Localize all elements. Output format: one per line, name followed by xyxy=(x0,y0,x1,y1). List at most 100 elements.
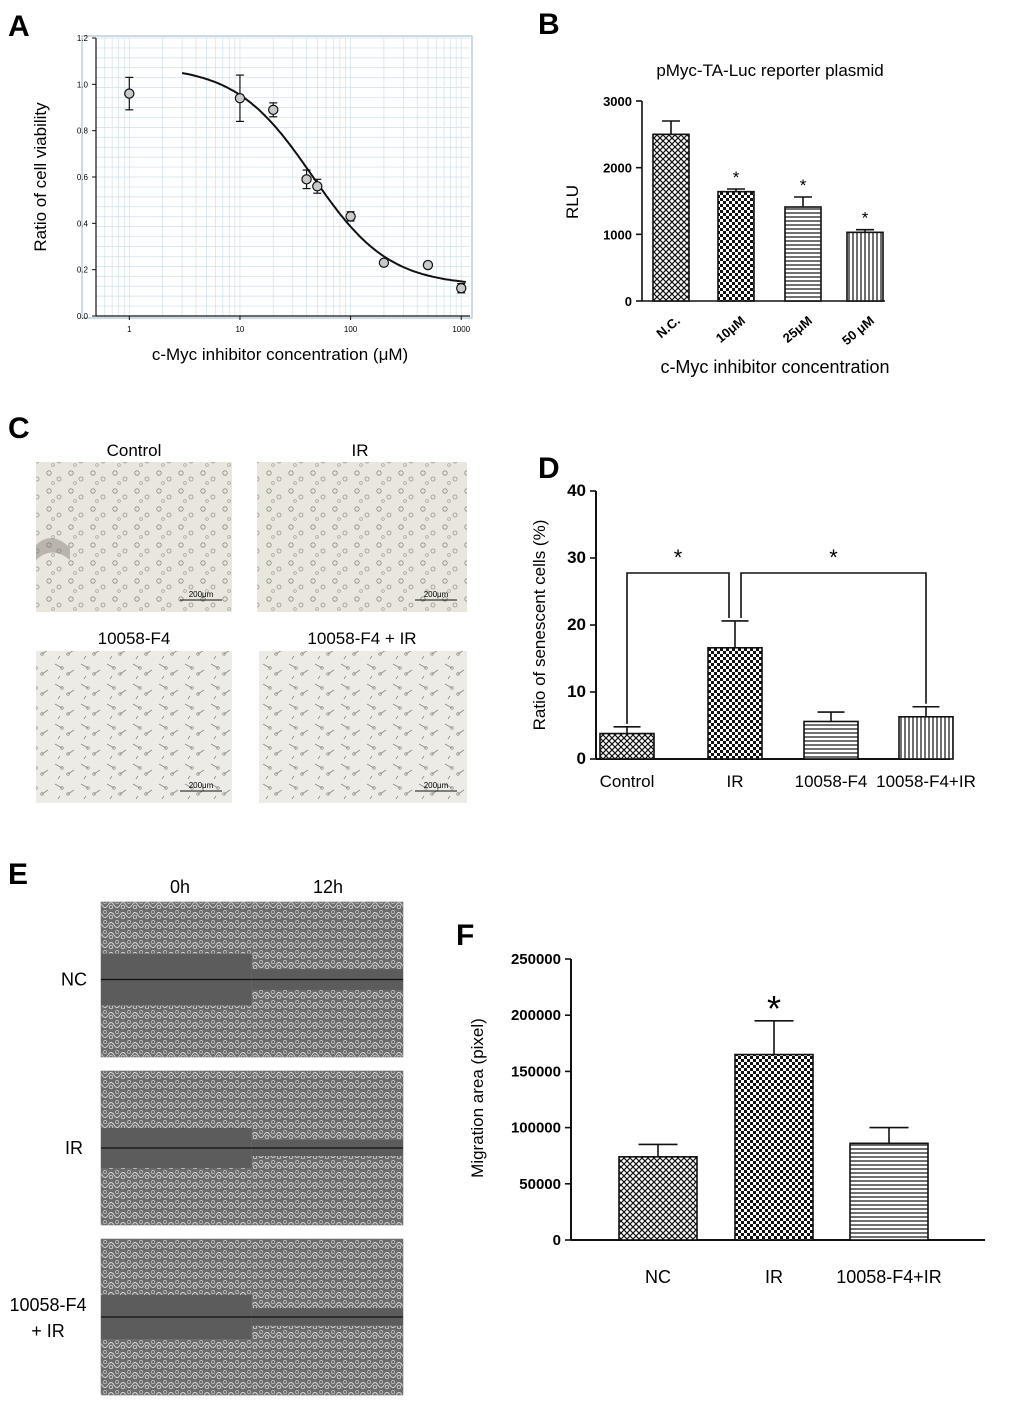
micrograph-label: Control xyxy=(107,441,162,460)
y-tick-label: 50000 xyxy=(519,1176,561,1193)
panel-f-y-label: Migration area (pixel) xyxy=(468,1018,487,1178)
panel-a-grid xyxy=(95,37,470,317)
data-point xyxy=(301,174,312,185)
data-point xyxy=(124,88,135,99)
bar xyxy=(707,646,763,760)
panel-e-col-label-12h: 12h xyxy=(313,877,343,897)
panel-f-y-ticks: 0 50000 100000 150000 200000 250000 xyxy=(511,951,571,1249)
x-tick-label: 10058-F4+IR xyxy=(876,772,976,791)
data-point xyxy=(456,283,467,294)
data-point xyxy=(234,93,246,104)
panel-f-bars: NC * IR 10058-F4+IR xyxy=(618,988,942,1287)
panel-a-y-ticks: 0.0 0.2 0.4 0.6 0.8 1.0 1.2 xyxy=(77,34,96,321)
panel-letter-a: A xyxy=(8,10,30,43)
panel-b-x-label: c-Myc inhibitor concentration xyxy=(660,357,889,377)
x-tick-label: 100 xyxy=(344,325,358,334)
data-point xyxy=(312,181,323,192)
significance-star: * xyxy=(800,176,807,195)
x-tick-label: 10058-F4+IR xyxy=(836,1267,942,1287)
micrograph xyxy=(259,651,467,803)
x-tick-label: Control xyxy=(600,772,655,791)
significance-star: * xyxy=(862,209,869,228)
bar xyxy=(784,206,822,302)
scratch-row-label: + IR xyxy=(31,1321,65,1341)
significance-star: * xyxy=(674,545,683,570)
panel-a-points xyxy=(124,74,467,294)
panel-a-fit-curve xyxy=(181,72,466,283)
bar xyxy=(599,732,655,760)
scratch-row-label: IR xyxy=(65,1138,83,1158)
panel-e-col-label-0h: 0h xyxy=(170,877,190,897)
y-tick-label: 2000 xyxy=(603,161,632,176)
y-tick-label: 100000 xyxy=(511,1120,561,1137)
y-tick-label: 10 xyxy=(567,682,586,701)
panel-d-bars: Control IR 10058-F4 10058-F4+IR xyxy=(599,620,976,791)
x-tick-label: 50 μM xyxy=(839,313,877,348)
x-tick-label: NC xyxy=(645,1267,671,1287)
panel-d: D 0 10 20 30 40 Control IR 10058-F4 10058-F4+IR… xyxy=(530,452,976,791)
panel-letter-f: F xyxy=(456,919,474,952)
data-point xyxy=(378,257,390,268)
y-tick-label: 0 xyxy=(553,1232,561,1249)
x-tick-label: 1000 xyxy=(452,325,470,334)
micrograph xyxy=(36,651,232,803)
panel-a-y-label: Ratio of cell viability xyxy=(31,102,50,252)
y-tick-label: 250000 xyxy=(511,951,561,968)
y-tick-label: 40 xyxy=(567,481,586,500)
panel-d-y-ticks: 0 10 20 30 40 xyxy=(567,481,596,768)
y-tick-label: 20 xyxy=(567,615,586,634)
y-tick-label: 0 xyxy=(577,749,586,768)
panel-d-significance-brackets: * * xyxy=(626,545,927,724)
significance-bracket xyxy=(626,572,730,724)
significance-star: * xyxy=(733,168,740,187)
panel-a-outer-frame xyxy=(81,35,473,319)
y-tick-label: 0 xyxy=(625,294,632,309)
x-tick-label: 1 xyxy=(127,325,132,334)
scale-bar-label: 200μm xyxy=(424,590,449,599)
bar xyxy=(898,715,954,760)
panel-c: C Control 200μm IR 200μm 10058-F4 200μm 10058-… xyxy=(8,412,467,803)
micrograph-label: IR xyxy=(352,441,369,460)
y-tick-label: 0.0 xyxy=(77,312,89,321)
y-tick-label: 0.4 xyxy=(77,219,89,228)
scale-bar-label: 200μm xyxy=(189,590,214,599)
x-tick-label: IR xyxy=(765,1267,783,1287)
data-point xyxy=(422,259,434,271)
bar xyxy=(734,1053,814,1241)
significance-bracket xyxy=(740,572,927,704)
panel-c-micrographs: Control 200μm IR 200μm 10058-F4 200μm 10058-F4… xyxy=(36,441,467,803)
bar xyxy=(803,720,859,760)
y-tick-label: 3000 xyxy=(603,94,632,109)
micrograph-label: 10058-F4 xyxy=(98,629,171,648)
scale-bar-label: 200μm xyxy=(424,781,449,790)
y-tick-label: 0.6 xyxy=(77,173,89,182)
x-tick-label: 10 xyxy=(235,325,244,334)
panel-letter-c: C xyxy=(8,412,30,445)
y-tick-label: 0.8 xyxy=(77,127,89,136)
panel-a: A 0.0 0.2 0.4 0.6 0.8 1.0 1.2 1 10 100 1000 c-Myc… xyxy=(8,10,473,364)
bar xyxy=(652,133,690,302)
x-tick-label: IR xyxy=(727,772,744,791)
panel-letter-d: D xyxy=(538,452,560,485)
scale-bar-label: 200μm xyxy=(189,781,214,790)
bar xyxy=(846,231,884,302)
panel-a-x-label: c-Myc inhibitor concentration (μM) xyxy=(152,345,408,364)
image-artifact xyxy=(36,538,70,560)
x-tick-label: 10058-F4 xyxy=(795,772,868,791)
micrograph xyxy=(257,462,467,612)
significance-star: * xyxy=(767,988,781,1029)
data-point xyxy=(268,104,279,116)
panel-b-y-ticks: 0 1000 2000 3000 xyxy=(603,94,642,309)
y-tick-label: 0.2 xyxy=(77,266,89,275)
y-tick-label: 30 xyxy=(567,548,586,567)
y-tick-label: 200000 xyxy=(511,1007,561,1024)
x-tick-label: N.C. xyxy=(653,313,683,341)
scratch-row-label: NC xyxy=(61,970,87,990)
panel-d-y-label: Ratio of senescent cells (%) xyxy=(530,520,549,731)
x-tick-label: 10μM xyxy=(713,313,748,346)
panel-e-scratch-images: NC IR 10058-F4 + IR xyxy=(9,901,404,1396)
y-tick-label: 150000 xyxy=(511,1063,561,1080)
micrograph xyxy=(36,462,232,612)
x-tick-label: 25μM xyxy=(780,313,815,346)
bar xyxy=(849,1142,929,1241)
